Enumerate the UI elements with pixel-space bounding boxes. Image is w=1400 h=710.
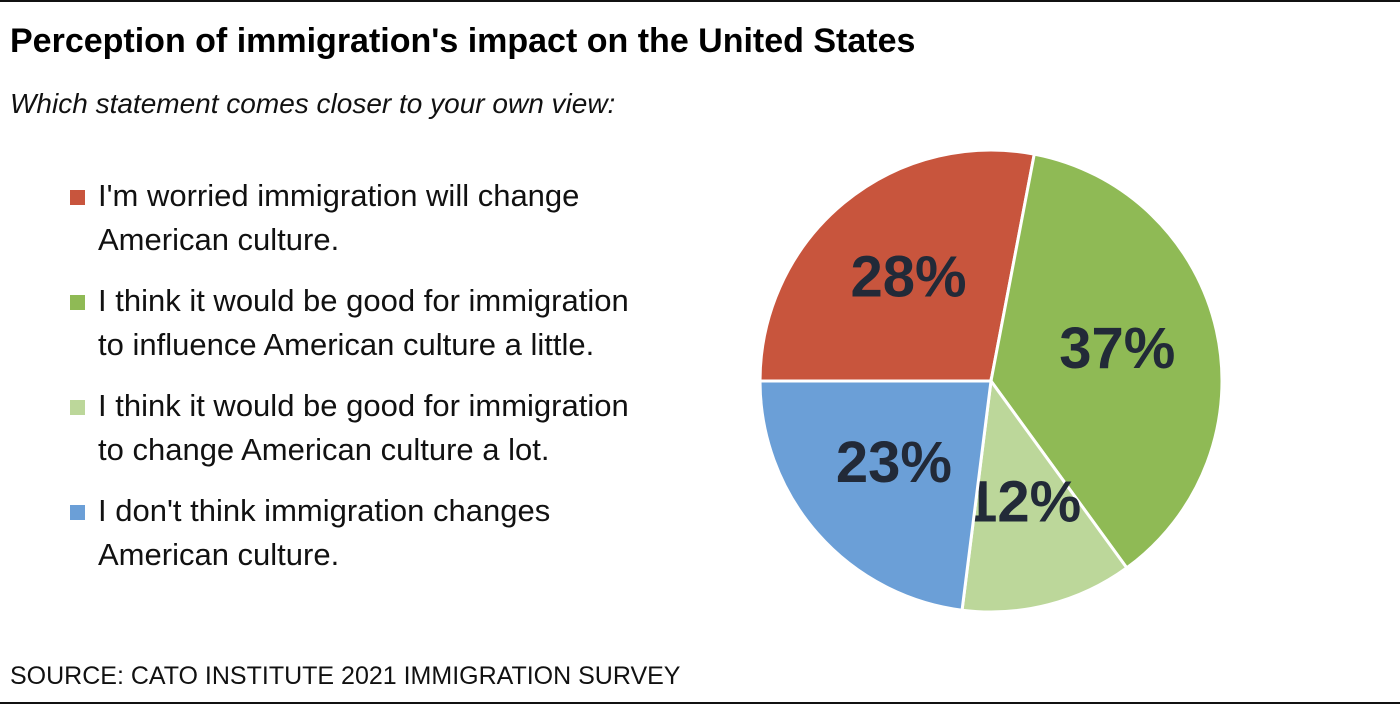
legend-item: I'm worried immigration will change Amer… [70,174,658,262]
legend-item: I don't think immigration changes Americ… [70,489,658,577]
top-rule [0,0,1400,2]
legend-label: I don't think immigration changes Americ… [98,493,551,572]
legend-swatch [70,295,85,310]
legend-swatch [70,505,85,520]
legend-label: I think it would be good for immigration… [98,283,629,362]
data-label: 28% [850,245,966,310]
pie-slice [758,379,993,612]
legend-label: I think it would be good for immigration… [98,388,629,467]
legend-item: I think it would be good for immigration… [70,384,658,472]
legend-swatch [70,400,85,415]
pie-slice [758,148,1037,383]
legend: I'm worried immigration will change Amer… [70,174,690,594]
source-note: SOURCE: CATO INSTITUTE 2021 IMMIGRATION … [10,662,681,690]
chart-title: Perception of immigration's impact on th… [10,22,916,60]
legend-item: I think it would be good for immigration… [70,279,658,367]
chart-subtitle: Which statement comes closer to your own… [10,88,616,119]
bottom-rule [0,702,1400,704]
pie-slice [989,152,1224,570]
legend-label: I'm worried immigration will change Amer… [98,178,580,257]
legend-swatch [70,190,85,205]
data-label: 23% [836,430,952,495]
data-label: 12% [965,470,1081,535]
pie-slice [960,377,1129,614]
data-label: 37% [1059,316,1175,381]
